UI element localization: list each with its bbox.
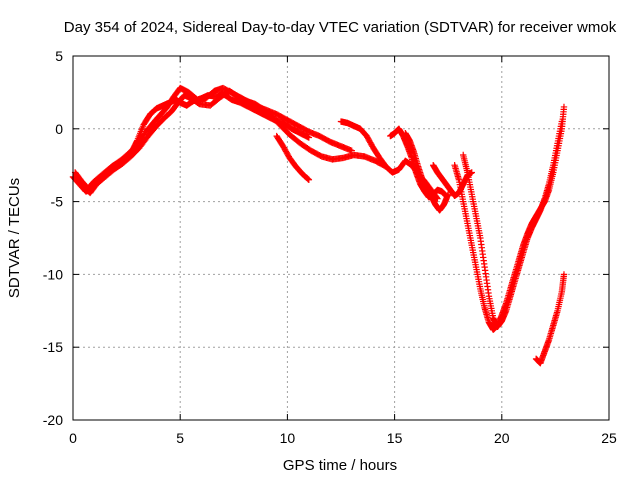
x-tick-label: 5 bbox=[176, 430, 184, 446]
data-point bbox=[305, 176, 313, 183]
grid-lines bbox=[73, 56, 609, 420]
y-tick-label: 5 bbox=[55, 48, 63, 64]
series-track7 bbox=[402, 129, 452, 214]
x-tick-label: 0 bbox=[69, 430, 77, 446]
plot-frame bbox=[72, 55, 610, 421]
y-tick-label: -20 bbox=[43, 412, 63, 428]
series-track6 bbox=[387, 125, 450, 201]
x-tick-label: 10 bbox=[280, 430, 296, 446]
data-point bbox=[560, 271, 568, 278]
y-tick-label: -15 bbox=[43, 339, 63, 355]
data-point bbox=[304, 175, 312, 183]
x-tick-label: 25 bbox=[601, 430, 617, 446]
y-tick-label: -5 bbox=[51, 194, 64, 210]
series-track10 bbox=[460, 118, 566, 331]
y-tick-label: -10 bbox=[43, 266, 63, 282]
x-tick-labels: 0 5 10 15 20 25 bbox=[69, 430, 617, 446]
x-axis-label: GPS time / hours bbox=[283, 457, 397, 474]
y-tick-label: 0 bbox=[55, 121, 63, 137]
y-tick-labels: -20 -15 -10 -5 0 5 bbox=[43, 48, 63, 428]
data-point bbox=[304, 175, 311, 182]
data-point bbox=[560, 103, 568, 111]
data-points bbox=[69, 84, 568, 367]
data-point bbox=[558, 118, 566, 125]
axis-ticks bbox=[72, 55, 610, 421]
series-track4 bbox=[273, 132, 313, 183]
series-track11 bbox=[532, 271, 568, 367]
series-track3 bbox=[74, 87, 390, 197]
data-point bbox=[305, 134, 313, 141]
x-tick-label: 15 bbox=[387, 430, 403, 446]
chart-title: Day 354 of 2024, Sidereal Day-to-day VTE… bbox=[64, 19, 617, 36]
y-axis-label: SDTVAR / TECUs bbox=[6, 178, 23, 298]
x-tick-label: 20 bbox=[494, 430, 510, 446]
